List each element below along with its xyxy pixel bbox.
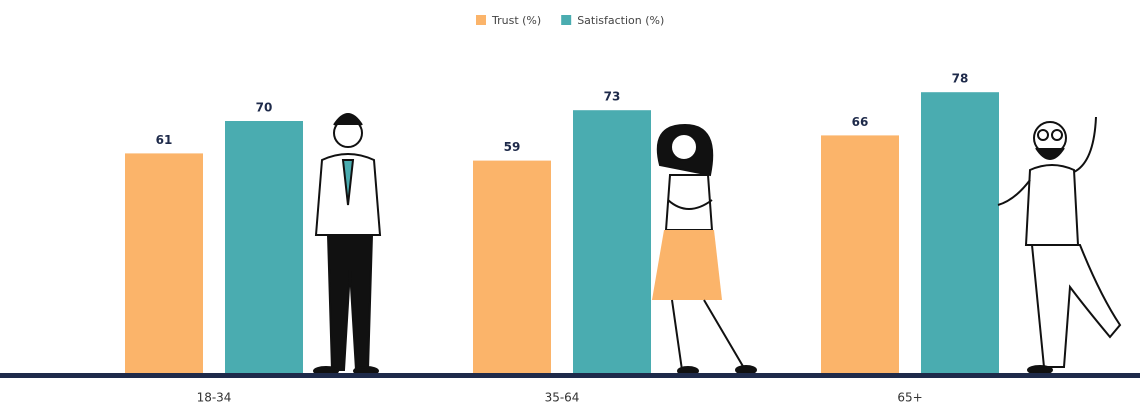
x-tick-label: 65+: [897, 391, 922, 405]
legend-swatch: [561, 15, 572, 25]
value-label: 70: [256, 101, 273, 115]
bar: [225, 121, 303, 373]
value-label: 66: [852, 115, 869, 129]
legend: Trust (%) Satisfaction (%): [476, 14, 664, 27]
legend-label: Trust (%): [491, 14, 541, 27]
baseline: [0, 373, 1140, 378]
bar: [573, 110, 651, 373]
legend-swatch: [476, 15, 486, 25]
value-label: 78: [952, 72, 969, 86]
value-label: 61: [156, 133, 173, 147]
bar: [921, 92, 999, 373]
x-tick-label: 18-34: [197, 391, 232, 405]
bar: [473, 160, 551, 373]
illustration-woman: [652, 123, 757, 376]
bar: [125, 153, 203, 373]
x-tick-label: 35-64: [545, 391, 580, 405]
value-label: 59: [504, 140, 521, 154]
legend-label: Satisfaction (%): [577, 14, 664, 27]
bars: 61 70 59 73 66 78: [125, 72, 999, 373]
illustration-old-man: [997, 116, 1122, 375]
illustration-young-man: [313, 113, 382, 376]
bar: [821, 135, 899, 373]
value-label: 73: [604, 90, 621, 104]
